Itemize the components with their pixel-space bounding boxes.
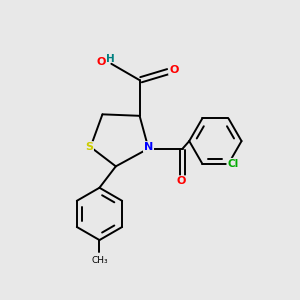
Text: O: O [176, 176, 186, 186]
Text: N: N [144, 142, 153, 152]
Text: O: O [96, 57, 106, 67]
Text: O: O [169, 65, 178, 75]
Text: Cl: Cl [227, 159, 239, 169]
Text: S: S [85, 142, 93, 152]
Text: H: H [106, 54, 115, 64]
Text: CH₃: CH₃ [91, 256, 108, 266]
